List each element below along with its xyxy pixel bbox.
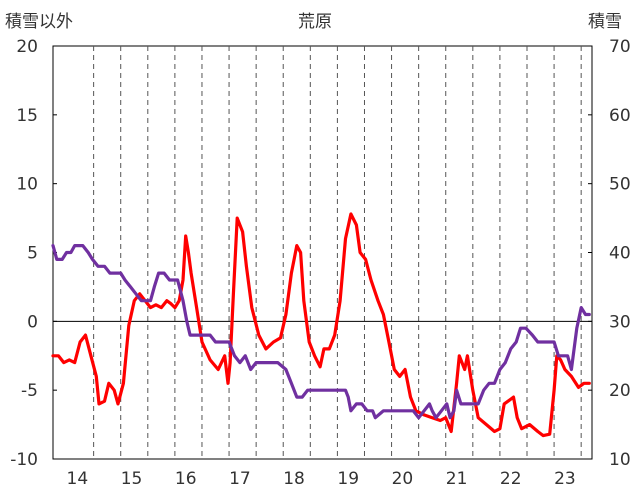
series-line-red bbox=[51, 212, 591, 438]
x-tick-label: 15 bbox=[121, 469, 143, 489]
y-tick-label-right: 50 bbox=[609, 175, 631, 195]
x-tick-label: 17 bbox=[229, 469, 251, 489]
y-tick-label-right: 30 bbox=[609, 312, 631, 332]
y-tick-label-right: 10 bbox=[609, 450, 631, 470]
chart-title: 荒原 bbox=[298, 12, 332, 32]
y-tick-label-right: 20 bbox=[609, 381, 631, 401]
y-tick-label-right: 60 bbox=[609, 106, 631, 126]
x-tick-label: 19 bbox=[337, 469, 359, 489]
series-line-purple bbox=[51, 244, 591, 420]
right-axis-label: 積雪 bbox=[588, 12, 622, 32]
y-tick-label-left: 0 bbox=[27, 312, 38, 332]
x-tick-label: 22 bbox=[500, 469, 522, 489]
y-tick-label-left: 20 bbox=[16, 37, 38, 57]
x-tick-label: 16 bbox=[175, 469, 197, 489]
left-axis-label: 積雪以外 bbox=[5, 12, 73, 32]
y-tick-label-left: 5 bbox=[27, 244, 38, 264]
x-tick-label: 18 bbox=[283, 469, 305, 489]
x-tick-label: 20 bbox=[392, 469, 414, 489]
y-tick-label-left: -5 bbox=[21, 381, 38, 401]
y-tick-label-right: 70 bbox=[609, 37, 631, 57]
x-tick-label: 21 bbox=[446, 469, 468, 489]
y-tick-label-left: 15 bbox=[16, 106, 38, 126]
y-tick-label-left: -10 bbox=[10, 450, 38, 470]
x-tick-label: 14 bbox=[67, 469, 89, 489]
y-tick-label-left: 10 bbox=[16, 175, 38, 195]
x-tick-label: 23 bbox=[554, 469, 576, 489]
y-tick-label-right: 40 bbox=[609, 244, 631, 264]
